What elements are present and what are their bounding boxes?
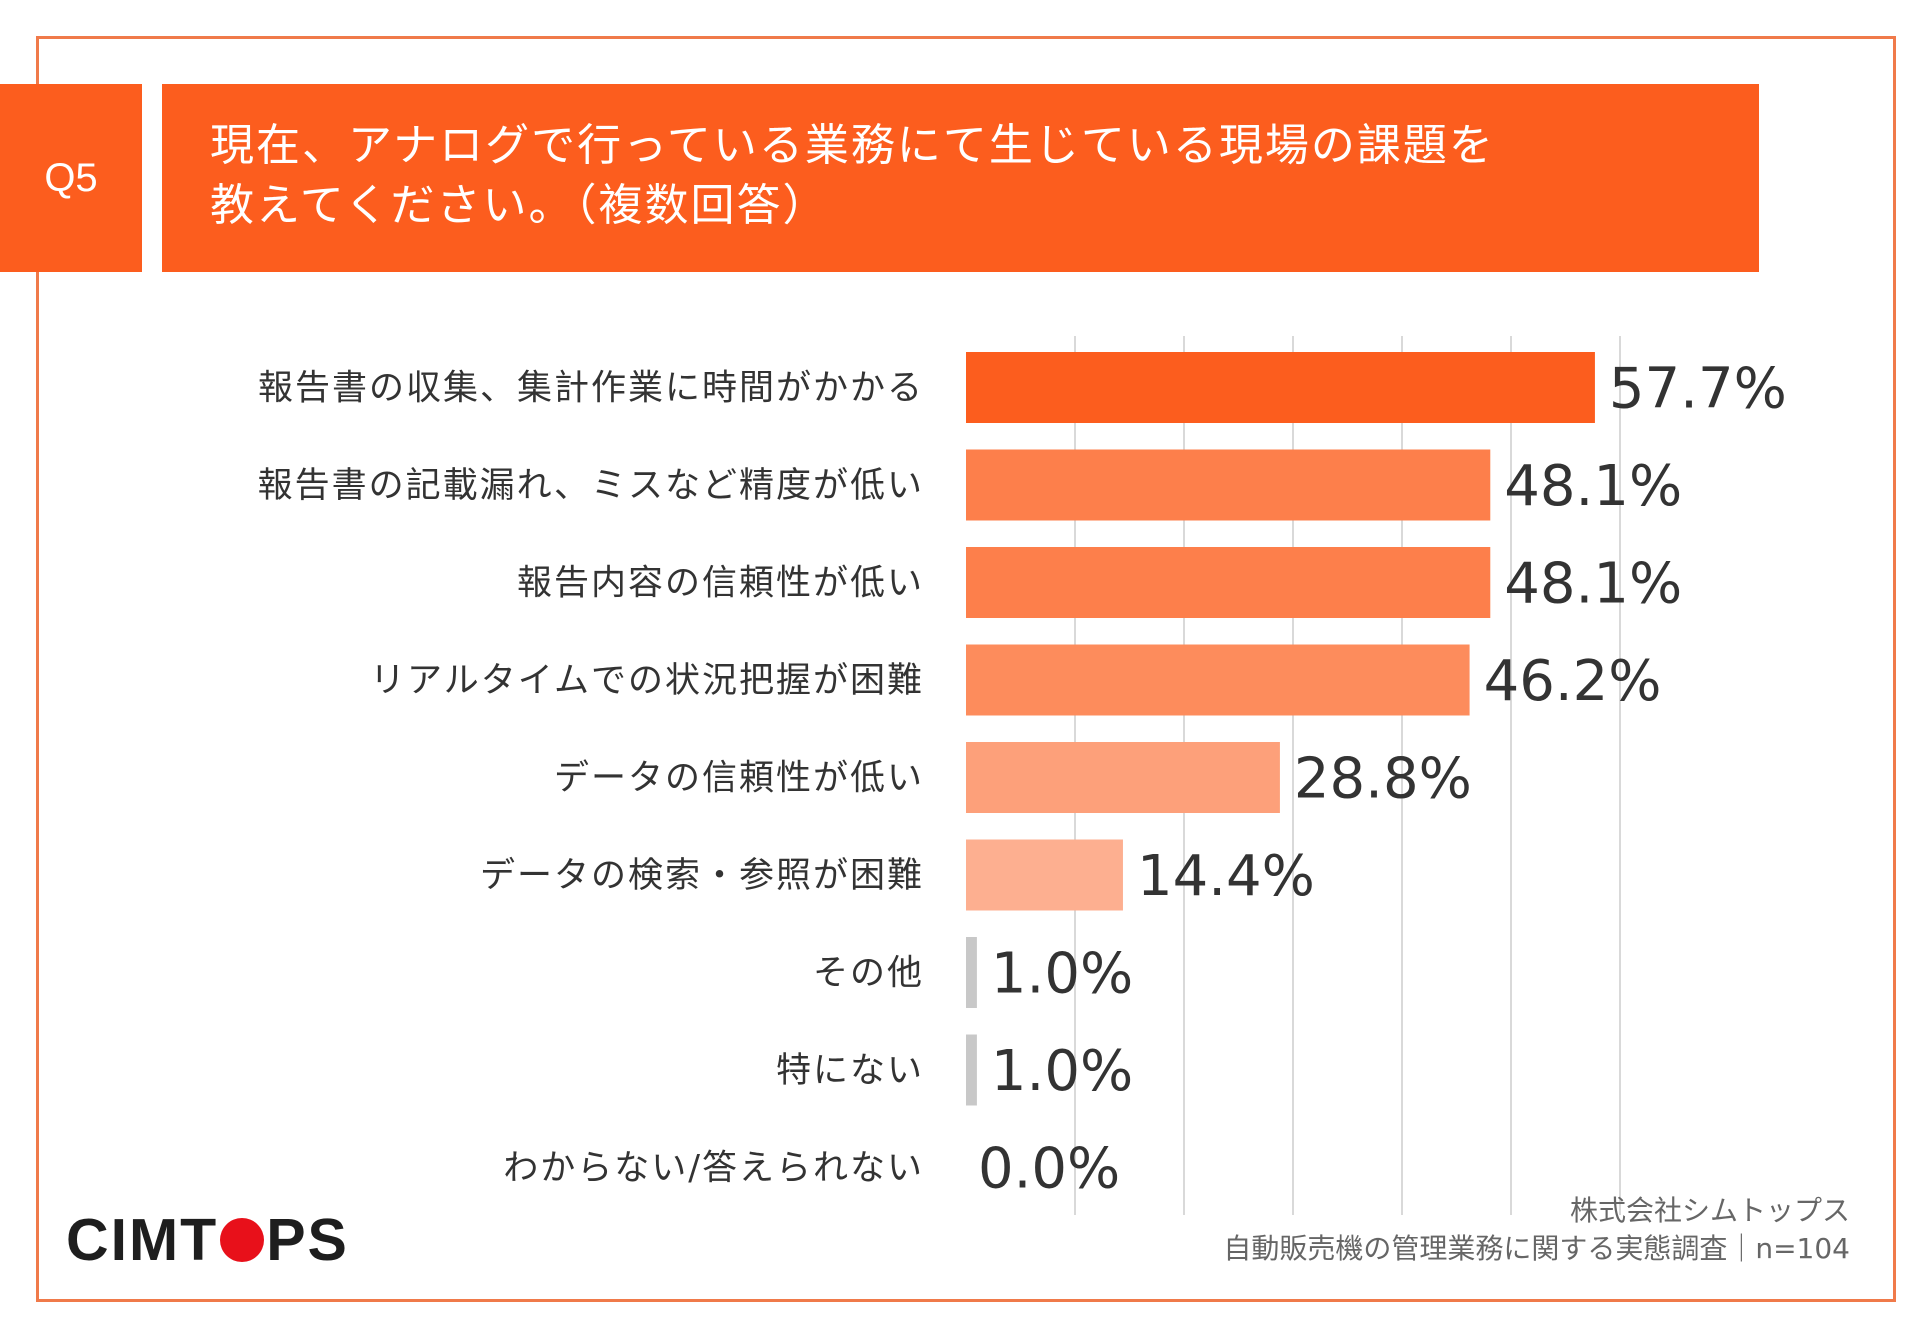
category-label: その他 — [813, 954, 924, 994]
bar — [966, 644, 1470, 716]
bar — [966, 742, 1280, 813]
category-label: 特にない — [776, 1051, 924, 1091]
bar — [966, 1034, 977, 1106]
logo-text-start: CIMT — [66, 1206, 219, 1273]
value-label: 48.1% — [1504, 552, 1682, 617]
value-label: 28.8% — [1294, 747, 1472, 812]
value-label: 46.2% — [1484, 649, 1662, 714]
category-label: 報告書の収集、集計作業に時間がかかる — [258, 369, 924, 409]
category-label: わからない/答えられない — [503, 1149, 924, 1189]
logo-red-o-icon — [220, 1218, 265, 1262]
value-label: 48.1% — [1504, 454, 1682, 519]
value-label: 1.0% — [991, 1039, 1133, 1104]
bar — [966, 839, 1123, 911]
category-label: データの検索・参照が困難 — [480, 856, 924, 896]
question-number-badge: Q5 — [0, 84, 142, 272]
value-label: 14.4% — [1137, 844, 1315, 909]
bar — [966, 937, 977, 1008]
chart-frame — [36, 36, 1896, 1302]
question-title-box: 現在、アナログで行っている業務にて生じている現場の課題を 教えてください。（複数… — [162, 84, 1759, 272]
category-label: リアルタイムでの状況把握が困難 — [370, 661, 924, 701]
value-label: 1.0% — [991, 942, 1133, 1007]
category-label: 報告書の記載漏れ、ミスなど精度が低い — [258, 466, 924, 506]
footer-source: 株式会社シムトップス 自動販売機の管理業務に関する実態調査｜n=104 — [1223, 1192, 1850, 1268]
question-title-line-2: 教えてください。（複数回答） — [210, 180, 829, 231]
question-title-line-1: 現在、アナログで行っている業務にて生じている現場の課題を — [210, 120, 1495, 171]
category-label: データの信頼性が低い — [554, 759, 924, 799]
bar — [966, 547, 1491, 618]
footer-company: 株式会社シムトップス — [1569, 1194, 1850, 1227]
category-label: 報告内容の信頼性が低い — [517, 564, 924, 604]
footer-survey: 自動販売機の管理業務に関する実態調査｜n=104 — [1223, 1232, 1850, 1265]
value-label: 57.7% — [1609, 357, 1787, 422]
logo-text-end: PS — [266, 1206, 349, 1273]
bar — [966, 449, 1491, 521]
question-number: Q5 — [44, 155, 98, 200]
value-label: 0.0% — [978, 1137, 1120, 1202]
bar — [966, 352, 1595, 423]
cimtops-logo: CIMT PS — [66, 1210, 349, 1270]
